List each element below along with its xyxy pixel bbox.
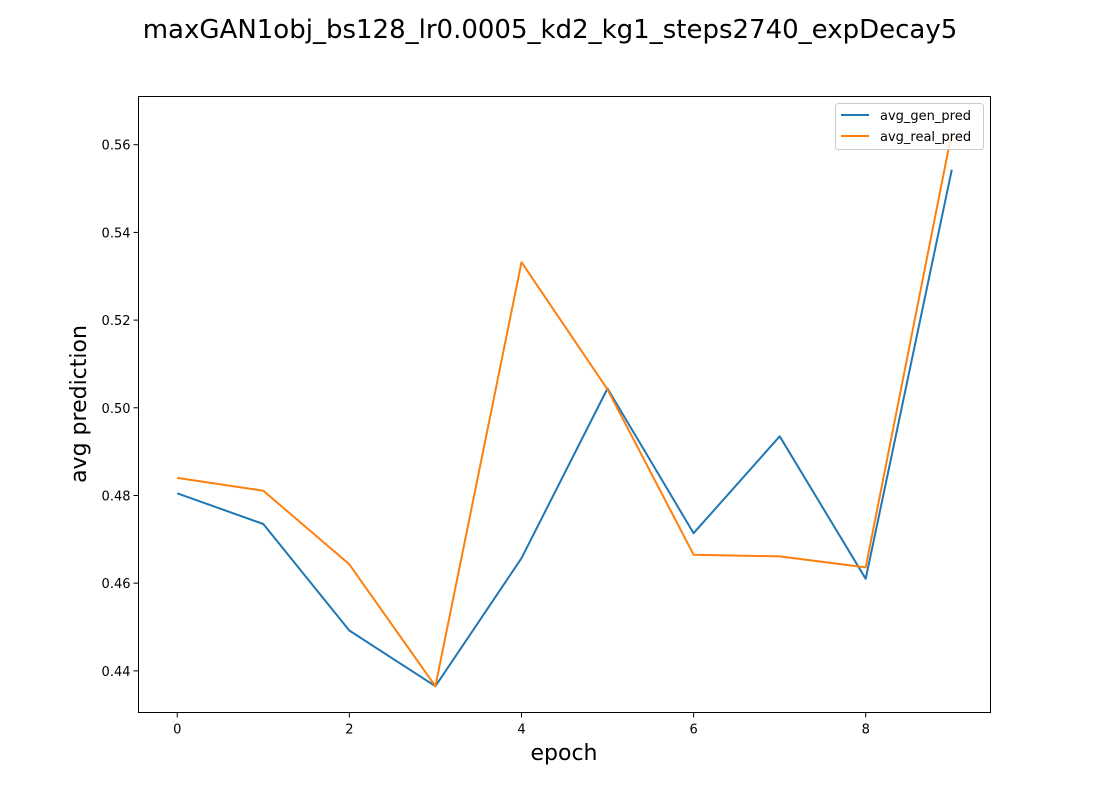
legend-label-avg-gen-pred: avg_gen_pred [880,109,971,124]
x-tick-label: 4 [517,723,525,738]
x-tick-label: 6 [689,723,697,738]
legend-label-avg-real-pred: avg_real_pred [880,130,971,145]
y-tick-label: 0.50 [102,402,131,417]
y-tick-label: 0.48 [102,489,131,504]
x-tick-label: 8 [862,723,870,738]
y-tick-label: 0.52 [102,314,131,329]
y-tick-label: 0.46 [102,577,131,592]
x-axis-label: epoch [531,741,598,766]
legend: avg_gen_pred avg_real_pred [835,103,984,150]
x-tick-label: 0 [173,723,181,738]
y-tick-label: 0.56 [102,139,131,154]
y-axis-ticks: 0.44 0.46 0.48 0.50 0.52 0.54 0.56 [102,139,139,680]
y-tick-label: 0.54 [102,226,131,241]
x-tick-label: 2 [345,723,353,738]
legend-box [835,103,984,150]
y-tick-label: 0.44 [102,665,131,680]
x-axis-ticks: 0 2 4 6 8 [173,712,870,738]
y-axis-label: avg prediction [67,325,92,483]
series-line-avg-gen-pred [176,169,953,688]
series-line-avg-real-pred [177,132,953,688]
chart-title: maxGAN1obj_bs128_lr0.0005_kd2_kg1_steps2… [143,15,958,45]
series-lines [176,132,953,688]
plot-area [138,96,991,713]
